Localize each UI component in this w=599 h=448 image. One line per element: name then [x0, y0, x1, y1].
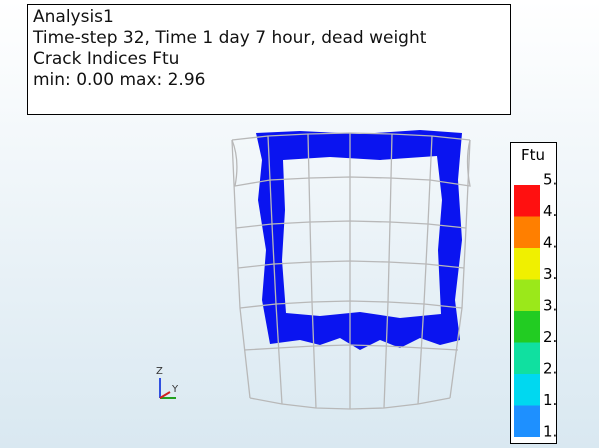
- info-line: Time-step 32, Time 1 day 7 hour, dead we…: [33, 28, 505, 49]
- legend-band: [514, 280, 540, 312]
- legend-graphic: Ftu 5.50 4.94 4.38 3.81 3.25 2.69 2.13 1.56 1.00: [511, 143, 556, 443]
- legend-label: 3.81: [543, 265, 556, 283]
- legend-label: 4.38: [543, 234, 556, 252]
- legend-band: [514, 311, 540, 343]
- legend-label: 4.94: [543, 202, 556, 220]
- legend-label: 1.56: [543, 391, 556, 409]
- info-line: min: 0.00 max: 2.96: [33, 70, 505, 91]
- legend-band: [514, 217, 540, 249]
- legend: Ftu 5.50 4.94 4.38 3.81 3.25 2.69 2.13 1.56 1.00: [510, 142, 557, 444]
- legend-label: 2.69: [543, 328, 556, 346]
- legend-band: [514, 406, 540, 438]
- legend-band: [514, 248, 540, 280]
- legend-band: [514, 343, 540, 375]
- legend-band: [514, 374, 540, 406]
- legend-band: [514, 185, 540, 217]
- info-line: Crack Indices Ftu: [33, 49, 505, 70]
- legend-label: 3.25: [543, 297, 556, 315]
- viewport: Z Y Analysis1Time-step 32, Time 1 day 7 …: [0, 0, 599, 448]
- axis-triad: Z Y: [156, 366, 179, 398]
- info-line: Analysis1: [33, 7, 505, 28]
- triad-z: Z: [156, 366, 163, 377]
- legend-label: 1.00: [543, 423, 556, 441]
- legend-title: Ftu: [521, 146, 545, 164]
- legend-label: 2.13: [543, 360, 556, 378]
- legend-label: 5.50: [543, 171, 556, 189]
- triad-y: Y: [171, 384, 179, 395]
